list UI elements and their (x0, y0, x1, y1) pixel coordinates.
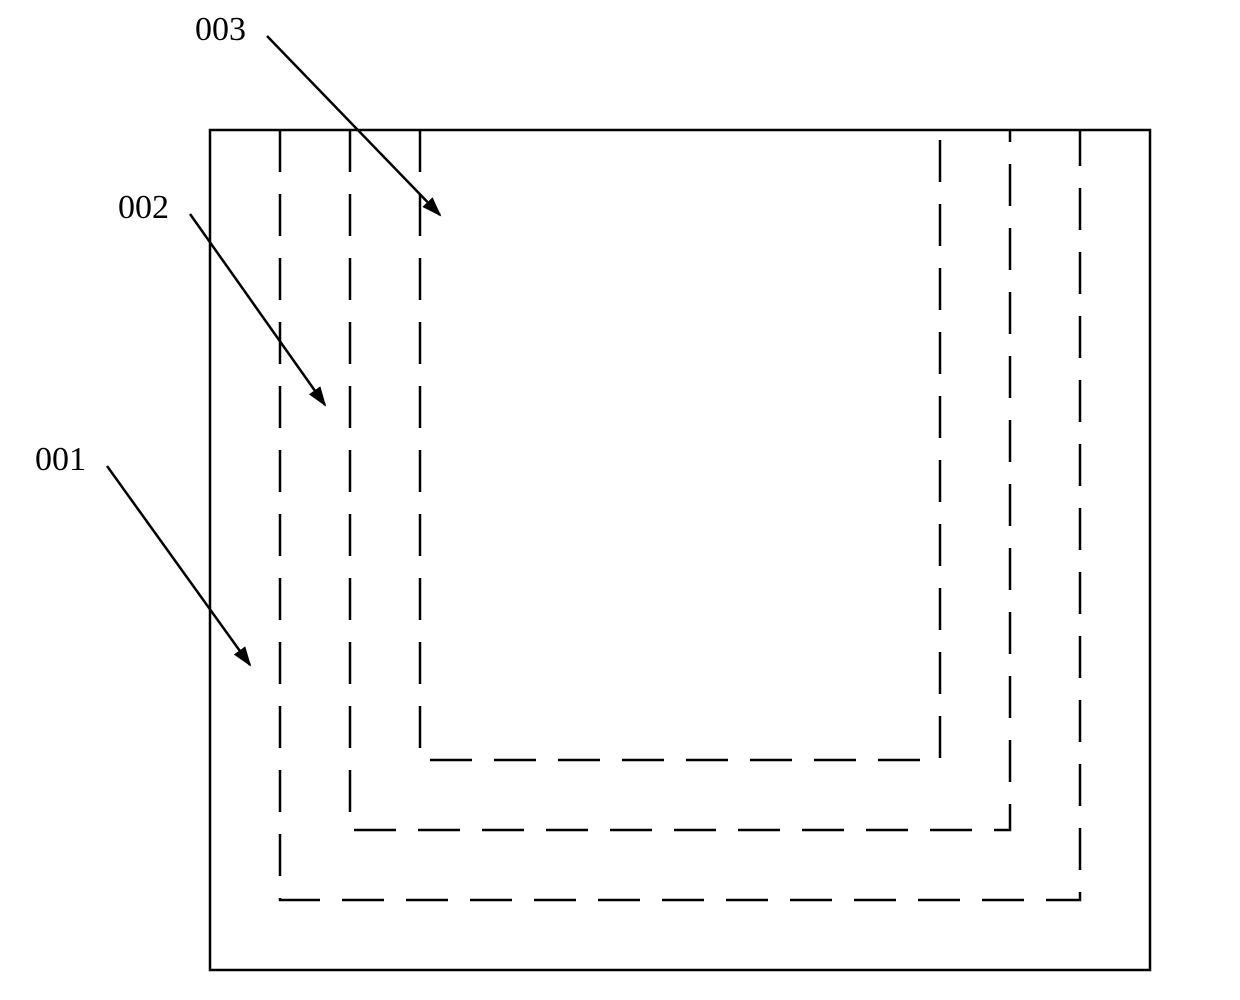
callout-001-arrow (107, 466, 250, 665)
callout-003-label: 003 (195, 11, 246, 48)
mid-u-shape (280, 130, 1080, 900)
callout-003-arrow (267, 36, 440, 215)
callout-002-label: 002 (118, 189, 169, 226)
callout-001-label: 001 (35, 441, 86, 478)
inner1-u-shape (350, 130, 1010, 830)
inner2-u-shape (420, 130, 940, 760)
diagram-svg: 003 002 001 (0, 0, 1240, 1000)
